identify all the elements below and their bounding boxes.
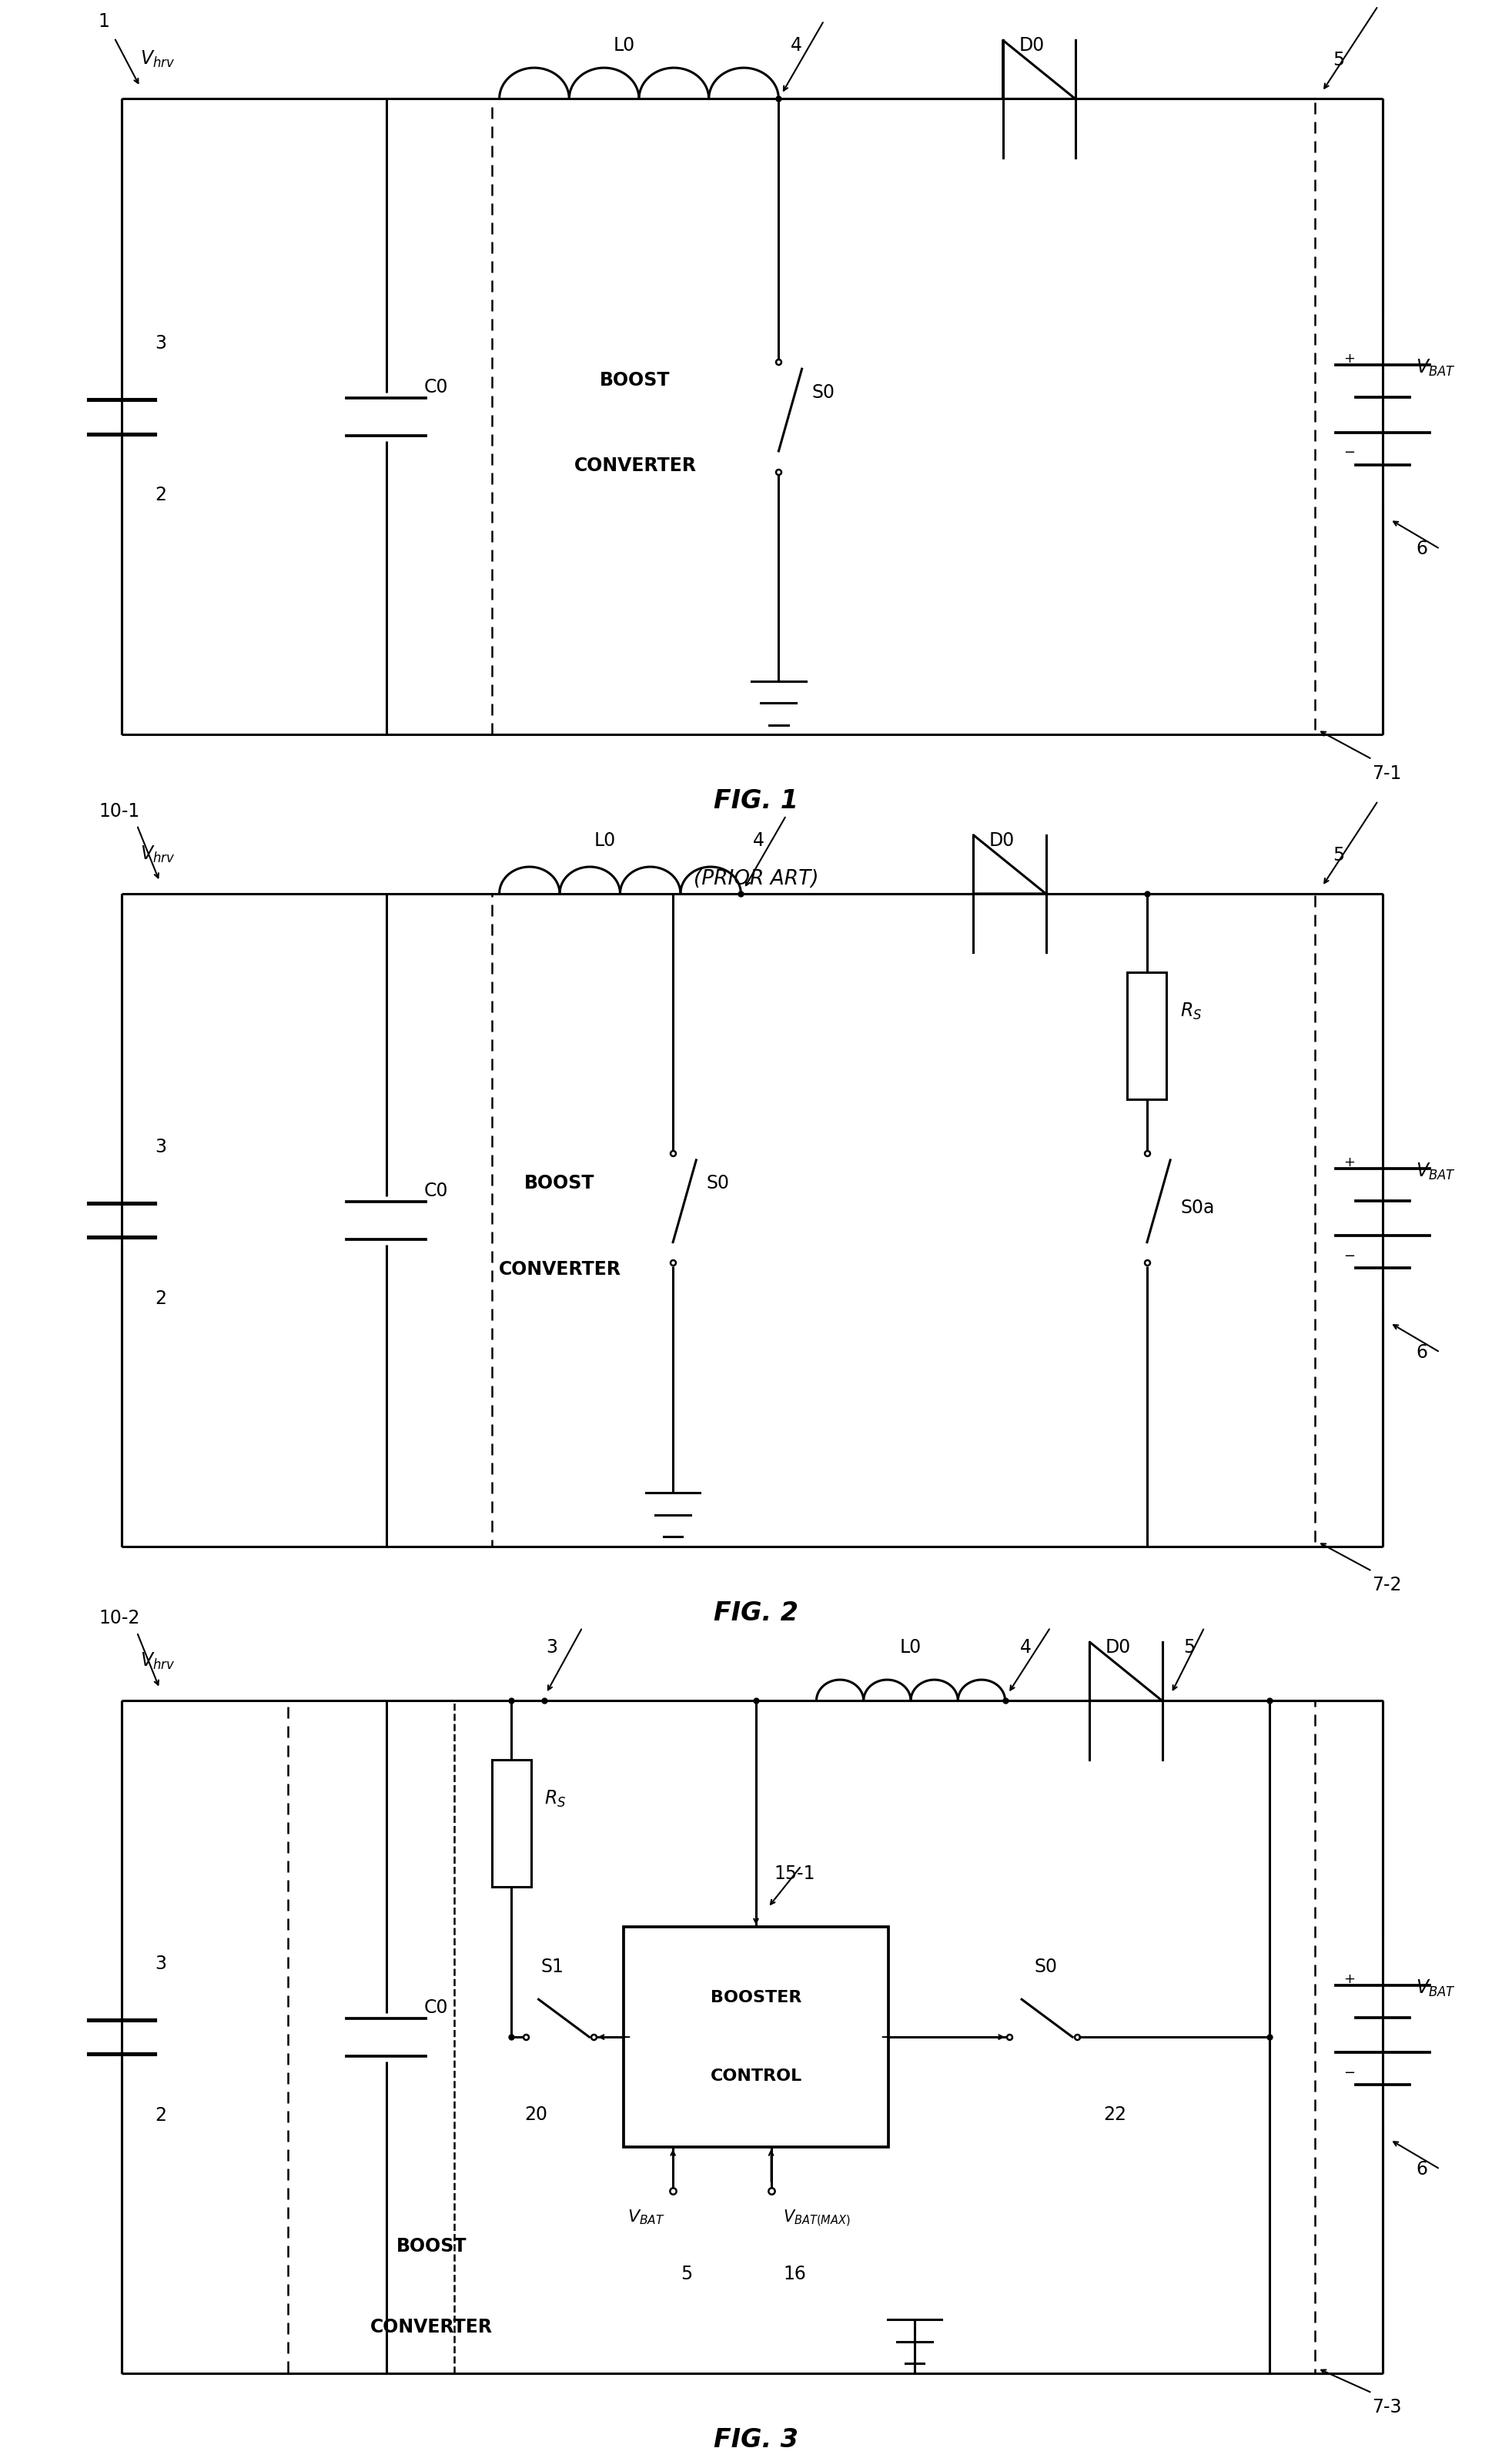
Bar [491,1760,531,1888]
Text: 2: 2 [156,2107,166,2124]
Text: D0: D0 [989,831,1015,850]
Text: 5: 5 [680,2264,692,2283]
Text: CONVERTER: CONVERTER [370,2318,493,2338]
Text: 16: 16 [783,2264,806,2283]
Text: BOOST: BOOST [396,2237,467,2256]
Text: FIG. 3: FIG. 3 [714,2426,798,2453]
Text: 6: 6 [1415,2161,1427,2178]
Text: S1: S1 [541,1957,564,1976]
Text: S0: S0 [1034,1957,1057,1976]
Text: 3: 3 [156,1954,166,1974]
Text: C0: C0 [423,1998,448,2018]
Text: 5: 5 [1332,52,1344,69]
Text: −: − [1344,1249,1355,1263]
Text: 10-1: 10-1 [100,801,141,821]
Text: $R_S$: $R_S$ [544,1789,567,1809]
Text: S0: S0 [706,1175,729,1192]
Text: $V_{BAT}$: $V_{BAT}$ [627,2207,665,2227]
Text: +: + [1344,1155,1355,1170]
Text: FIG. 1: FIG. 1 [714,789,798,814]
Text: L0: L0 [612,37,635,54]
Text: 6: 6 [1415,541,1427,558]
Text: −: − [1344,445,1355,460]
Text: $V_{hrv}$: $V_{hrv}$ [141,1652,175,1671]
Text: 7-3: 7-3 [1371,2397,1402,2416]
Text: 4: 4 [791,37,803,54]
Text: 10-2: 10-2 [100,1610,141,1627]
Text: 2: 2 [156,1290,166,1308]
Bar [287,1701,1314,2374]
Text: BOOST: BOOST [600,371,670,388]
Text: FIG. 2: FIG. 2 [714,1600,798,1625]
Text: 7-2: 7-2 [1371,1576,1402,1595]
Text: S0a: S0a [1181,1200,1214,1217]
Text: BOOSTER: BOOSTER [711,1991,801,2006]
Bar [624,1927,888,2148]
Text: $V_{BAT}$: $V_{BAT}$ [1415,1979,1456,1998]
Text: 15-1: 15-1 [774,1866,815,1883]
Text: C0: C0 [423,379,448,396]
Text: 5: 5 [1332,846,1344,865]
Text: BOOST: BOOST [525,1175,594,1192]
Text: S0: S0 [812,383,835,401]
Text: L0: L0 [900,1639,922,1657]
Text: 7-1: 7-1 [1371,764,1402,782]
Text: $V_{BAT}$: $V_{BAT}$ [1415,359,1456,379]
Text: (PRIOR ART): (PRIOR ART) [694,870,818,890]
Text: $V_{BAT}$: $V_{BAT}$ [1415,1160,1456,1182]
Text: 22: 22 [1104,2107,1126,2124]
Text: 20: 20 [525,2107,547,2124]
Text: −: − [1344,2067,1355,2079]
Text: $R_S$: $R_S$ [1181,1000,1202,1020]
Text: $V_{hrv}$: $V_{hrv}$ [141,49,175,69]
Text: 5: 5 [1184,1639,1194,1657]
Text: 3: 3 [156,334,166,351]
Text: 4: 4 [753,831,765,850]
Text: C0: C0 [423,1182,448,1200]
Text: CONTROL: CONTROL [711,2070,801,2084]
Text: 6: 6 [1415,1342,1427,1362]
Text: +: + [1344,351,1355,366]
Text: D0: D0 [1105,1639,1131,1657]
Text: CONVERTER: CONVERTER [575,457,697,474]
Text: D0: D0 [1019,37,1045,54]
Bar [1128,971,1167,1099]
Text: 4: 4 [1021,1639,1031,1657]
Text: 2: 2 [156,487,166,504]
Text: +: + [1344,1971,1355,1986]
Bar [491,98,1314,735]
Text: CONVERTER: CONVERTER [499,1261,621,1278]
Text: L0: L0 [594,831,615,850]
Text: 3: 3 [156,1138,166,1155]
Text: $V_{hrv}$: $V_{hrv}$ [141,843,175,865]
Text: 1: 1 [98,12,109,29]
Text: 3: 3 [546,1639,558,1657]
Bar [491,895,1314,1546]
Text: $V_{BAT(MAX)}$: $V_{BAT(MAX)}$ [783,2207,851,2229]
